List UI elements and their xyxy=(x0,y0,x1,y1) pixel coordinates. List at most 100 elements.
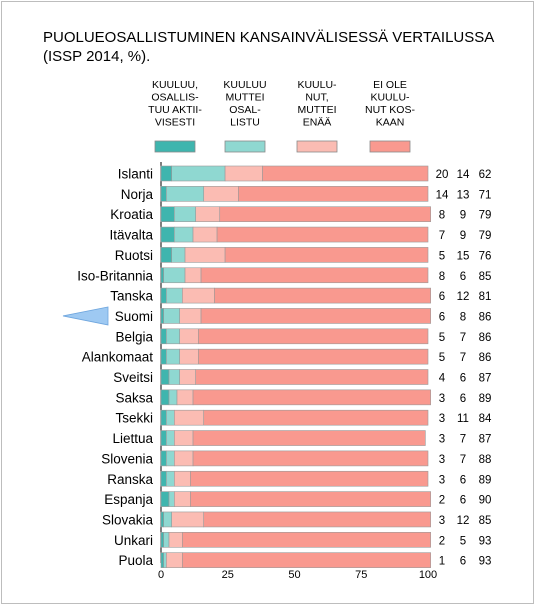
category-label: Iso-Britannia xyxy=(77,268,153,283)
data-label: 5 xyxy=(439,250,445,262)
data-label: 7 xyxy=(460,454,466,466)
category-label: Norja xyxy=(121,187,154,202)
category-label: Liettua xyxy=(112,431,153,446)
data-label: 81 xyxy=(479,291,492,303)
bar-segment xyxy=(160,552,164,568)
legend-swatch xyxy=(224,140,266,153)
data-label: 13 xyxy=(457,189,470,201)
bar-segment xyxy=(174,450,194,467)
data-label: 89 xyxy=(479,474,492,486)
bar-segment xyxy=(262,165,429,182)
data-label: 6 xyxy=(460,474,466,486)
category-label: Sveitsi xyxy=(113,370,153,385)
bar-segment xyxy=(203,511,431,528)
data-label: 12 xyxy=(457,515,470,527)
bar-segment xyxy=(203,186,239,202)
bar-segment xyxy=(224,165,263,182)
bar-segment xyxy=(174,430,194,446)
category-label: Belgia xyxy=(115,329,153,344)
bar-segment xyxy=(166,328,180,345)
data-label: 79 xyxy=(479,210,492,222)
x-tick-label: 50 xyxy=(288,569,300,581)
bar-segment xyxy=(179,328,199,345)
bar-segment xyxy=(195,206,221,222)
bar-segment xyxy=(179,308,202,324)
bar-segment xyxy=(179,348,199,365)
legend-label: EI OLE KUULU-NUT KOS-KAAN xyxy=(365,79,415,129)
bar-segment xyxy=(160,531,164,548)
data-label: 6 xyxy=(460,556,466,568)
bar-segment xyxy=(166,348,180,365)
legend-label: KUULUU, OSALLIS-TUU AKTII-VISESTI xyxy=(148,79,202,129)
data-label: 6 xyxy=(460,373,466,385)
data-label: 86 xyxy=(479,311,492,323)
category-label: Unkari xyxy=(114,533,153,548)
x-tick-label: 100 xyxy=(419,569,437,581)
data-label: 3 xyxy=(439,434,445,446)
data-label: 2 xyxy=(439,495,445,507)
bar-segment xyxy=(174,470,191,487)
category-label: Slovenia xyxy=(101,451,153,466)
data-label: 14 xyxy=(457,169,470,181)
bar-segment xyxy=(174,491,191,507)
data-label: 7 xyxy=(460,352,466,364)
data-label: 62 xyxy=(479,169,492,181)
data-label: 3 xyxy=(439,393,445,405)
bar-segment xyxy=(160,186,167,202)
bar-segment xyxy=(160,511,164,528)
category-label: Saksa xyxy=(115,390,153,405)
data-label: 2 xyxy=(439,535,445,547)
data-label: 5 xyxy=(439,332,445,344)
data-label: 7 xyxy=(460,332,466,344)
category-label: Ranska xyxy=(107,472,153,487)
bar-segment xyxy=(166,552,183,568)
legend-label: KUULU-NUT, MUTTEI ENÄÄ xyxy=(297,79,337,129)
data-label: 85 xyxy=(479,271,492,283)
highlight-arrow xyxy=(62,306,109,326)
data-label: 8 xyxy=(439,271,445,283)
category-label: Suomi xyxy=(115,309,153,324)
bar-segment xyxy=(174,409,205,426)
data-label: 8 xyxy=(439,210,445,222)
bar-segment xyxy=(198,348,429,365)
category-label: Kroatia xyxy=(110,207,153,222)
bar-segment xyxy=(238,186,429,202)
category-label: Alankomaat xyxy=(82,350,154,365)
data-label: 5 xyxy=(460,535,466,547)
x-tick-label: 75 xyxy=(355,569,367,581)
bar-segment xyxy=(160,369,170,385)
chart-title: PUOLUEOSALLISTUMINEN KANSAINVÄLISESSÄ VE… xyxy=(43,29,495,65)
data-label: 1 xyxy=(439,556,445,568)
bar-segment xyxy=(166,430,175,446)
bar-segment xyxy=(182,287,215,304)
bar-segment xyxy=(160,287,167,304)
data-label: 11 xyxy=(457,413,469,425)
bar-segment xyxy=(171,247,186,263)
data-label: 6 xyxy=(460,271,466,283)
bar-segment xyxy=(163,552,167,568)
data-label: 88 xyxy=(479,454,492,466)
bar-segment xyxy=(166,287,183,304)
bar-segment xyxy=(200,267,429,284)
bar-segment xyxy=(160,389,170,406)
category-label: Tanska xyxy=(110,289,153,304)
data-label: 3 xyxy=(439,515,445,527)
data-label: 3 xyxy=(439,413,445,425)
bar-segment xyxy=(168,389,178,406)
bar-segment xyxy=(190,470,429,487)
data-label: 79 xyxy=(479,230,492,242)
bar-segment xyxy=(198,328,429,345)
data-label: 85 xyxy=(479,515,492,527)
bar-segment xyxy=(163,511,172,528)
bar-segment xyxy=(174,226,194,243)
category-label: Puola xyxy=(118,553,153,568)
x-tick-label: 0 xyxy=(158,569,164,581)
bar-segment xyxy=(168,531,183,548)
bar-segment xyxy=(163,531,170,548)
bar-segment xyxy=(163,308,180,324)
bar-segment xyxy=(174,206,197,222)
data-label: 5 xyxy=(439,352,445,364)
bar-segment xyxy=(184,267,202,284)
data-label: 12 xyxy=(457,291,470,303)
